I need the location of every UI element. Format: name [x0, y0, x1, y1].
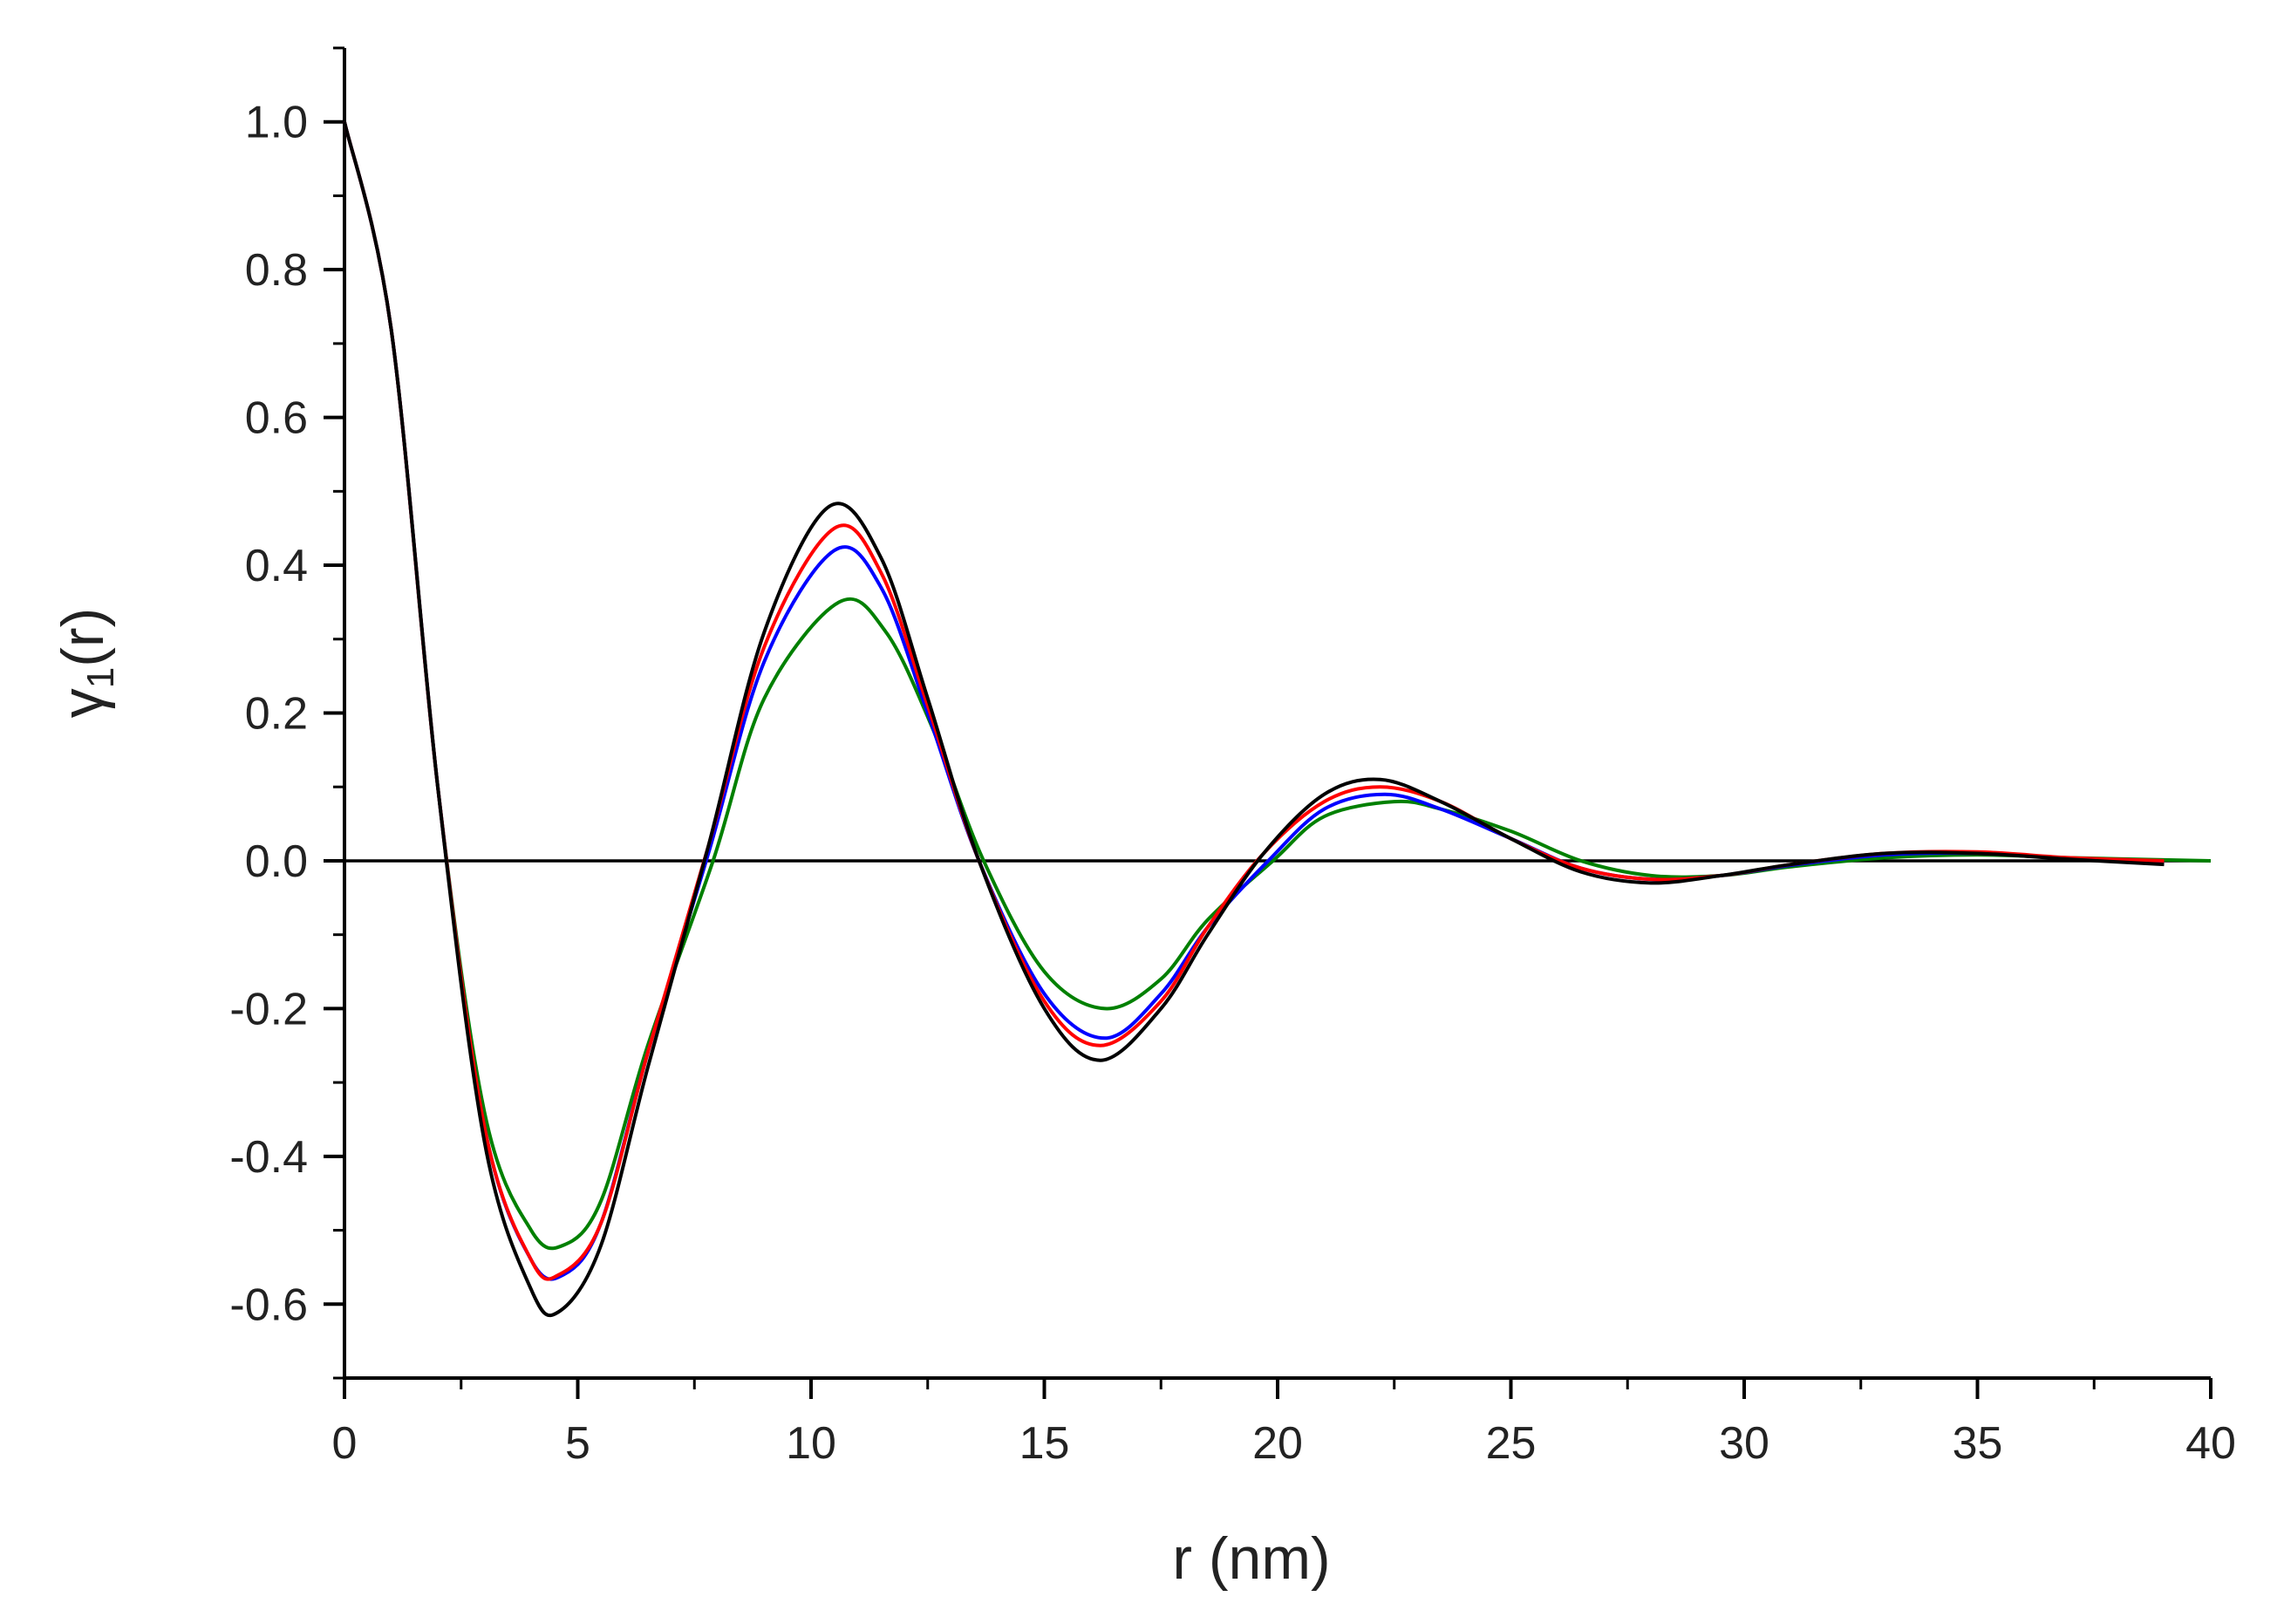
x-tick-label: 25	[1486, 1418, 1537, 1469]
x-tick-label: 20	[1252, 1418, 1303, 1469]
series-line-4	[343, 121, 2212, 1251]
x-tick-label: 0	[332, 1418, 358, 1469]
series-line-3	[343, 121, 2165, 1281]
x-tick-label: 15	[1019, 1418, 1070, 1469]
x-tick-label: 30	[1719, 1418, 1769, 1469]
y-tick-label: 1.0	[245, 98, 308, 148]
y-axis-title-symbol: γ	[50, 688, 116, 718]
x-tick-label: 10	[786, 1418, 836, 1469]
y-tick-label: -0.6	[229, 1279, 308, 1330]
y-axis-title: γ1(r)	[50, 608, 122, 718]
series-line-1	[343, 121, 2165, 1317]
x-tick-label: 5	[565, 1418, 590, 1469]
y-tick-label: -0.2	[229, 984, 308, 1034]
x-tick-label: 35	[1953, 1418, 2003, 1469]
y-tick-label: 0.6	[245, 393, 308, 444]
plot-area	[343, 48, 2211, 1380]
y-tick-label: 0.4	[245, 541, 308, 591]
y-axis-title-tail: (r)	[50, 608, 116, 667]
y-axis-ticks: 1.0 0.8 0.6 0.4 0.2 0.0 -0.2 -0.4 -0.6	[229, 46, 344, 1380]
y-tick-label: 0.8	[245, 245, 308, 296]
x-axis-title: r (nm)	[1172, 1525, 1330, 1592]
series-layer	[343, 121, 2212, 1317]
y-axis-title-subscript: 1	[79, 667, 122, 688]
x-axis-ticks: 0 5 10 15 20 25 30 35 40	[332, 1378, 2236, 1469]
y-tick-label: -0.4	[229, 1132, 308, 1183]
y-tick-label: 0.0	[245, 836, 308, 887]
x-tick-label: 40	[2185, 1418, 2236, 1469]
series-line-2	[343, 121, 2165, 1281]
y-tick-label: 0.2	[245, 689, 308, 740]
